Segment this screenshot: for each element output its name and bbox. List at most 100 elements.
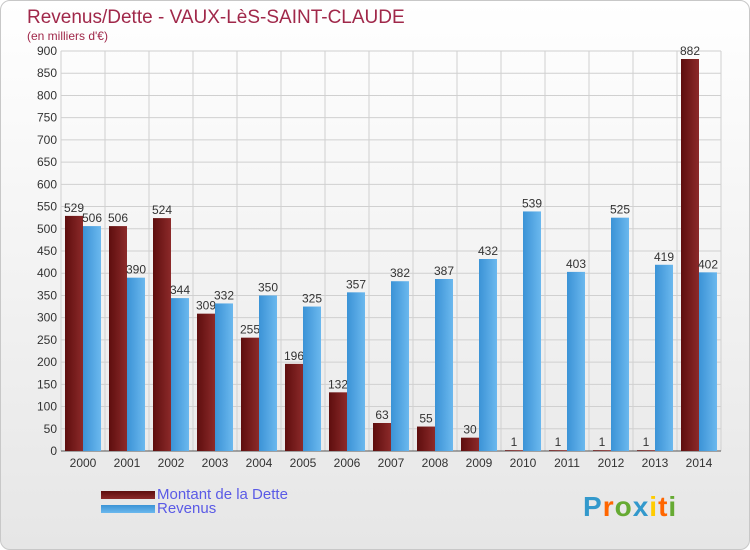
data-label: 1 bbox=[599, 435, 606, 449]
logo-letter: t bbox=[658, 491, 669, 522]
bar-dette bbox=[417, 426, 435, 451]
x-tick-label: 2012 bbox=[598, 456, 625, 470]
bar-revenus bbox=[611, 217, 629, 451]
chart-title: Revenus/Dette - VAUX-LèS-SAINT-CLAUDE bbox=[27, 7, 405, 28]
data-label: 196 bbox=[284, 349, 304, 363]
x-tick-label: 2001 bbox=[114, 456, 141, 470]
logo-letter: i bbox=[649, 491, 659, 522]
data-label: 390 bbox=[126, 263, 146, 277]
logo-letter: o bbox=[614, 491, 633, 522]
bar-dette bbox=[329, 392, 347, 451]
y-tick-label: 700 bbox=[37, 133, 57, 147]
x-tick-label: 2011 bbox=[554, 456, 580, 470]
data-label: 255 bbox=[240, 323, 260, 337]
bar-revenus bbox=[215, 303, 233, 451]
bar-dette bbox=[197, 313, 215, 451]
data-label: 350 bbox=[258, 280, 278, 294]
data-label: 55 bbox=[419, 412, 433, 426]
data-label: 506 bbox=[82, 211, 102, 225]
x-tick-label: 2014 bbox=[686, 456, 713, 470]
x-tick-label: 2010 bbox=[510, 456, 537, 470]
y-tick-label: 250 bbox=[37, 333, 57, 347]
y-tick-label: 600 bbox=[37, 177, 57, 191]
bar-revenus bbox=[523, 211, 541, 451]
bar-dette bbox=[637, 450, 655, 451]
bar-revenus bbox=[347, 292, 365, 451]
bar-dette bbox=[549, 450, 567, 451]
y-tick-label: 800 bbox=[37, 88, 57, 102]
data-label: 529 bbox=[64, 201, 84, 215]
bar-revenus bbox=[655, 264, 673, 451]
data-label: 419 bbox=[654, 250, 674, 264]
data-label: 524 bbox=[152, 203, 172, 217]
y-tick-label: 450 bbox=[37, 244, 57, 258]
x-tick-label: 2005 bbox=[290, 456, 317, 470]
data-label: 382 bbox=[390, 266, 410, 280]
data-label: 539 bbox=[522, 196, 542, 210]
data-label: 325 bbox=[302, 292, 322, 306]
y-tick-label: 350 bbox=[37, 288, 57, 302]
bar-revenus bbox=[127, 277, 145, 451]
logo-letter: r bbox=[602, 491, 615, 522]
bar-dette bbox=[241, 337, 259, 451]
x-tick-label: 2004 bbox=[246, 456, 273, 470]
y-tick-label: 0 bbox=[50, 444, 57, 458]
y-tick-label: 900 bbox=[37, 44, 57, 58]
data-label: 309 bbox=[196, 299, 216, 313]
legend-label-revenus: Revenus bbox=[157, 500, 217, 517]
x-tick-label: 2009 bbox=[466, 456, 493, 470]
bar-dette bbox=[153, 218, 171, 451]
y-tick-label: 550 bbox=[37, 200, 57, 214]
y-tick-label: 200 bbox=[37, 355, 57, 369]
data-label: 432 bbox=[478, 244, 498, 258]
bar-revenus bbox=[303, 306, 321, 451]
logo-letter: x bbox=[632, 491, 650, 522]
legend-swatch-revenus bbox=[101, 505, 155, 513]
y-tick-label: 150 bbox=[37, 377, 57, 391]
y-tick-label: 650 bbox=[37, 155, 57, 169]
y-tick-label: 750 bbox=[37, 111, 57, 125]
data-label: 387 bbox=[434, 264, 454, 278]
data-label: 1 bbox=[643, 435, 650, 449]
bar-dette bbox=[285, 363, 303, 451]
y-tick-label: 50 bbox=[44, 422, 58, 436]
bar-revenus bbox=[83, 226, 101, 451]
bar-dette bbox=[593, 450, 611, 451]
bar-revenus bbox=[171, 298, 189, 451]
x-tick-label: 2008 bbox=[422, 456, 449, 470]
logo-letter: P bbox=[583, 491, 603, 522]
proxiti-logo: Proxiti bbox=[583, 491, 677, 523]
y-tick-label: 850 bbox=[37, 66, 57, 80]
data-label: 506 bbox=[108, 211, 128, 225]
bar-revenus bbox=[567, 271, 585, 451]
bar-revenus bbox=[699, 272, 717, 451]
y-tick-label: 100 bbox=[37, 400, 57, 414]
data-label: 1 bbox=[555, 435, 562, 449]
bar-revenus bbox=[435, 279, 453, 451]
x-tick-label: 2006 bbox=[334, 456, 361, 470]
data-label: 332 bbox=[214, 288, 234, 302]
data-label: 882 bbox=[680, 44, 700, 58]
legend-label-dette: Montant de la Dette bbox=[157, 486, 288, 503]
y-tick-label: 300 bbox=[37, 311, 57, 325]
x-tick-label: 2003 bbox=[202, 456, 229, 470]
bar-revenus bbox=[391, 281, 409, 451]
bar-revenus bbox=[259, 295, 277, 451]
data-label: 357 bbox=[346, 277, 366, 291]
logo-letter: i bbox=[668, 491, 678, 522]
bar-dette bbox=[373, 423, 391, 451]
data-label: 1 bbox=[511, 435, 518, 449]
y-tick-label: 500 bbox=[37, 222, 57, 236]
data-label: 525 bbox=[610, 203, 630, 217]
data-label: 402 bbox=[698, 257, 718, 271]
bar-dette bbox=[65, 215, 83, 451]
data-label: 403 bbox=[566, 257, 586, 271]
data-label: 344 bbox=[170, 283, 190, 297]
bar-dette bbox=[681, 59, 699, 451]
bar-dette bbox=[505, 450, 523, 451]
bar-dette bbox=[109, 226, 127, 451]
data-label: 30 bbox=[463, 423, 477, 437]
legend-swatch-dette bbox=[101, 491, 155, 499]
